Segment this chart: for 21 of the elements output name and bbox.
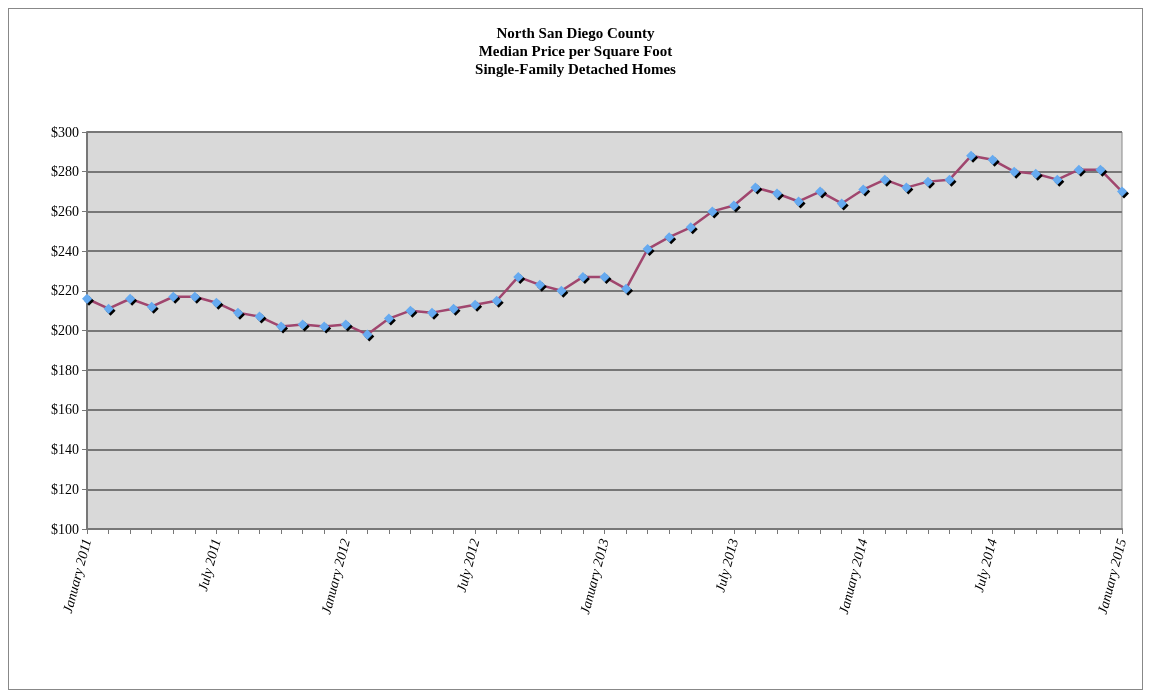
x-tick-label: July 2012 xyxy=(453,537,483,594)
y-tick-label: $240 xyxy=(51,243,79,259)
x-tick-label: January 2015 xyxy=(1094,537,1130,616)
y-tick-label: $160 xyxy=(51,402,79,418)
x-tick-label: January 2012 xyxy=(318,537,353,616)
y-tick-label: $280 xyxy=(51,164,79,180)
x-tick-label: July 2011 xyxy=(195,537,224,593)
y-tick-label: $120 xyxy=(51,481,79,497)
y-tick-label: $140 xyxy=(51,442,79,458)
x-tick-label: July 2014 xyxy=(971,537,1000,594)
x-tick-label: January 2014 xyxy=(835,537,871,616)
y-tick-label: $100 xyxy=(51,521,79,537)
x-tick-label: July 2013 xyxy=(712,537,742,594)
x-tick-label: January 2013 xyxy=(577,537,612,616)
y-tick-label: $260 xyxy=(51,203,79,219)
x-tick-label: January 2011 xyxy=(59,537,95,615)
y-tick-label: $200 xyxy=(51,323,79,338)
y-tick-label: $300 xyxy=(51,124,79,140)
chart-title: North San Diego County Median Price per Square Foot Single-Family Detached Homes xyxy=(475,25,677,77)
y-tick-label: $220 xyxy=(51,283,79,299)
y-tick-label: $180 xyxy=(51,362,79,378)
